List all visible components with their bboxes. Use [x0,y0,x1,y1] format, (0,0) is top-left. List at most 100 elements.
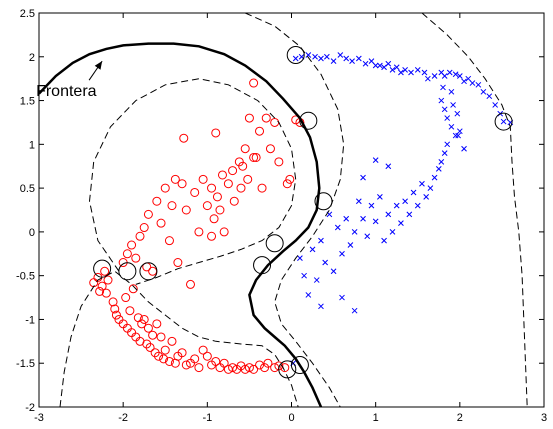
cross-point [318,303,324,310]
circle-point [243,174,253,184]
y-tick-label: 2 [29,52,35,64]
circle-point [177,348,187,358]
circle-point [229,196,239,206]
circle-point [282,179,292,189]
y-tick-label: -2 [25,402,35,414]
cross-point [446,69,453,76]
y-tick-label: -1.5 [16,358,35,370]
x-tick-label: -3 [34,412,44,424]
x-tick-label: 0 [288,412,294,424]
cross-point [360,215,366,222]
cross-point [309,246,316,253]
cross-point [398,220,404,226]
circle-point [164,356,174,366]
cross-point [414,67,421,73]
cross-point [486,93,493,100]
circle-point [173,258,183,268]
frontera-arrowhead [94,61,103,70]
annotation: Frontera [36,60,103,100]
circle-point [160,183,170,193]
circle-point [156,332,166,342]
circle-point [121,293,131,303]
circle-point [139,314,149,324]
cross-point [368,58,375,65]
circle-point [148,330,158,340]
cross-point [334,224,341,231]
cross-point [343,215,350,222]
cross-point [427,185,434,191]
circle-point [211,356,221,366]
circle-point [143,209,153,219]
cross-point [292,55,299,62]
cross-point [339,250,345,257]
circle-point [95,286,105,296]
cross-point [322,259,329,266]
circle-point [190,354,200,364]
circle-point [244,113,254,123]
cross-point [393,64,400,71]
cross-point [469,80,476,86]
cross-point [421,69,428,76]
circle-point [145,342,155,352]
circle-point [167,201,177,211]
cross-point [318,237,324,244]
cross-point [402,67,408,73]
circle-point [125,306,135,316]
cross-point [452,132,459,139]
circle-point [249,78,259,88]
margin-curve-inner [88,78,297,285]
support-vector [314,192,333,211]
support-vector [278,360,297,379]
circle-point [152,319,162,329]
margin-curve-right [421,12,528,408]
circle-point [209,214,219,224]
y-tick-label: 0.5 [20,183,35,195]
circle-point [223,179,233,189]
cross-point [372,157,379,163]
circle-point [219,358,229,368]
boundary-curves [38,12,528,408]
circle-point [164,236,174,246]
cross-point [423,194,430,200]
circle-point [244,363,254,373]
cross-point [339,294,345,301]
support-vector [139,262,158,281]
circle-point [127,240,137,250]
cross-point [377,194,383,200]
cross-point [323,53,330,60]
circle-point [159,354,169,364]
cross-point [330,268,337,275]
cross-point [381,237,387,244]
cross-point [438,97,445,104]
cross-point [431,73,438,79]
cross-point [351,229,358,235]
circle-point [261,113,271,123]
cross-point [337,52,344,58]
circle-point [280,363,290,373]
cross-point [406,211,413,218]
circle-point [194,363,204,373]
cross-point [441,73,448,79]
circle-point [274,157,284,167]
circle-point [108,297,118,307]
x-tick-label: -2 [118,412,128,424]
cross-point [301,272,307,279]
y-tick-label: 1 [29,139,35,151]
cross-point [465,75,472,82]
cross-point [475,81,482,88]
circle-point [190,187,200,197]
circle-point [179,133,189,143]
cross-point [438,158,445,165]
cross-point [440,84,446,91]
cross-point [435,165,442,172]
cross-point [456,73,463,79]
support-vector-marks [93,46,513,379]
cross-point [450,102,456,108]
margin-curve-lower [59,270,299,408]
circle-point [110,304,120,314]
circle-point [202,351,212,361]
x-tick-label: 3 [541,412,547,424]
circle-point [131,253,141,263]
circle-point [228,363,238,373]
cross-point [461,78,467,85]
